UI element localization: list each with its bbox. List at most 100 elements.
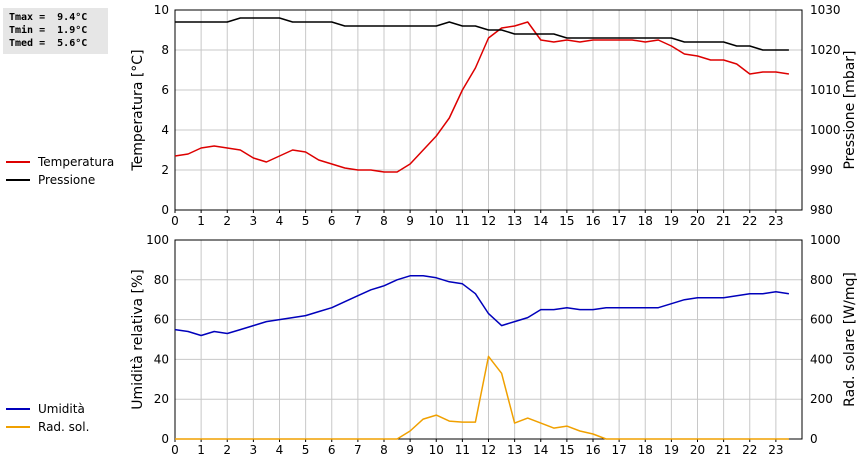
panel1-xtick-label: 19 xyxy=(664,214,679,228)
panel2-y2tick-label: 0 xyxy=(810,432,818,446)
panel1-y2tick-label: 1020 xyxy=(810,43,841,57)
legend-label-pressure: Pressione xyxy=(38,173,96,187)
panel2-y2tick-label: 800 xyxy=(810,273,833,287)
panel1-ytick-label: 4 xyxy=(161,123,169,137)
panel2-xtick-label: 14 xyxy=(533,443,548,457)
panel1-xtick-label: 0 xyxy=(171,214,179,228)
panel2-xtick-label: 15 xyxy=(559,443,574,457)
panel1-y2tick-label: 980 xyxy=(810,203,833,217)
panel1-xtick-label: 8 xyxy=(380,214,388,228)
legend-label-radiation: Rad. sol. xyxy=(38,420,90,434)
panel1-frame xyxy=(174,9,803,211)
panel1-xtick-label: 7 xyxy=(354,214,362,228)
legend-swatch-humidity xyxy=(6,408,30,410)
panel1-xtick-label: 22 xyxy=(742,214,757,228)
pressure-line xyxy=(175,17,789,51)
panel2-xtick-label: 3 xyxy=(250,443,258,457)
panel1-xtick-label: 13 xyxy=(507,214,522,228)
panel1-xtick-label: 3 xyxy=(250,214,258,228)
panel2-xtick-label: 13 xyxy=(507,443,522,457)
panel2-xtick-label: 8 xyxy=(380,443,388,457)
panel1-xtick-label: 4 xyxy=(276,214,284,228)
panel2-ylabel: Umidità relativa [%] xyxy=(130,269,146,410)
panel1-xtick-label: 12 xyxy=(481,214,496,228)
panel2-y2tick-label: 200 xyxy=(810,392,833,406)
panel1-xtick-label: 1 xyxy=(197,214,205,228)
panel1-y2tick-label: 990 xyxy=(810,163,833,177)
panel1-xtick-label: 5 xyxy=(302,214,310,228)
panel2-xtick-label: 23 xyxy=(768,443,783,457)
panel2-xtick-label: 12 xyxy=(481,443,496,457)
panel2-xtick-label: 0 xyxy=(171,443,179,457)
panel1-xtick-label: 16 xyxy=(585,214,600,228)
legend-item-temperature: Temperatura xyxy=(6,153,114,171)
panel1-ytick-label: 10 xyxy=(154,3,169,17)
legend-bottom: Umidità Rad. sol. xyxy=(6,400,89,436)
panel2-xtick-label: 4 xyxy=(276,443,284,457)
panel2-xtick-label: 21 xyxy=(716,443,731,457)
panel1-y2label: Pressione [mbar] xyxy=(842,50,858,169)
panel2-ytick-label: 20 xyxy=(154,392,169,406)
panel2-frame xyxy=(174,239,803,440)
tmed-text: Tmed = 5.6°C xyxy=(9,38,88,49)
panel2-xtick-label: 17 xyxy=(611,443,626,457)
panel1-xtick-label: 21 xyxy=(716,214,731,228)
tmin-text: Tmin = 1.9°C xyxy=(9,25,88,36)
panel2-y2tick-label: 400 xyxy=(810,352,833,366)
panel2-ytick-label: 0 xyxy=(161,432,169,446)
panel2-xtick-label: 22 xyxy=(742,443,757,457)
panel1-xtick-label: 6 xyxy=(328,214,336,228)
panel1-ytick-label: 2 xyxy=(161,163,169,177)
panel2-xtick-label: 5 xyxy=(302,443,310,457)
panel2-ytick-label: 80 xyxy=(154,273,169,287)
panel2-xtick-label: 10 xyxy=(429,443,444,457)
legend-item-radiation: Rad. sol. xyxy=(6,418,89,436)
legend-swatch-pressure xyxy=(6,179,30,181)
radiation-line xyxy=(175,355,789,440)
panel1-xtick-label: 10 xyxy=(429,214,444,228)
panel1-ytick-label: 8 xyxy=(161,43,169,57)
panel1-y2tick-label: 1010 xyxy=(810,83,841,97)
panel2-xtick-label: 6 xyxy=(328,443,336,457)
panel1-xtick-label: 9 xyxy=(406,214,414,228)
panel1-y2tick-label: 1000 xyxy=(810,123,841,137)
legend-item-humidity: Umidità xyxy=(6,400,89,418)
panel1-xtick-label: 11 xyxy=(455,214,470,228)
panel2-xtick-label: 7 xyxy=(354,443,362,457)
temperature-line xyxy=(174,21,790,173)
legend-label-temperature: Temperatura xyxy=(38,155,115,169)
stats-box: Tmax = 9.4°C Tmin = 1.9°C Tmed = 5.6°C xyxy=(3,8,108,54)
panel1-xtick-label: 23 xyxy=(768,214,783,228)
panel2-ytick-label: 40 xyxy=(154,352,169,366)
panel2-y2label: Rad. solare [W/mq] xyxy=(842,272,858,407)
panel2-y2tick-label: 600 xyxy=(810,313,833,327)
panel1-xtick-label: 2 xyxy=(223,214,231,228)
panel2-y2tick-label: 1000 xyxy=(810,233,841,247)
tmax-text: Tmax = 9.4°C xyxy=(9,12,88,23)
panel2-ytick-label: 100 xyxy=(146,233,169,247)
panel1-xtick-label: 17 xyxy=(611,214,626,228)
humidity-line xyxy=(174,275,790,337)
panel1-ylabel: Temperatura [°C] xyxy=(130,49,146,171)
panel1-ytick-label: 6 xyxy=(161,83,169,97)
panel1-xtick-label: 14 xyxy=(533,214,548,228)
legend-item-pressure: Pressione xyxy=(6,171,114,189)
panel2-xtick-label: 11 xyxy=(455,443,470,457)
panel2-xtick-label: 19 xyxy=(664,443,679,457)
panel2-xtick-label: 2 xyxy=(223,443,231,457)
panel2-xtick-label: 16 xyxy=(585,443,600,457)
panel2-xtick-label: 18 xyxy=(638,443,653,457)
panel1-y2tick-label: 1030 xyxy=(810,3,841,17)
legend-swatch-temperature xyxy=(6,161,30,163)
panel1-xtick-label: 20 xyxy=(690,214,705,228)
panel1-xtick-label: 15 xyxy=(559,214,574,228)
panel2-xtick-label: 9 xyxy=(406,443,414,457)
panel2-xtick-label: 20 xyxy=(690,443,705,457)
panel2-xtick-label: 1 xyxy=(197,443,205,457)
legend-label-humidity: Umidità xyxy=(38,402,85,416)
panel2-ytick-label: 60 xyxy=(154,313,169,327)
panel1-xtick-label: 18 xyxy=(638,214,653,228)
legend-swatch-radiation xyxy=(6,426,30,428)
legend-top: Temperatura Pressione xyxy=(6,153,114,189)
